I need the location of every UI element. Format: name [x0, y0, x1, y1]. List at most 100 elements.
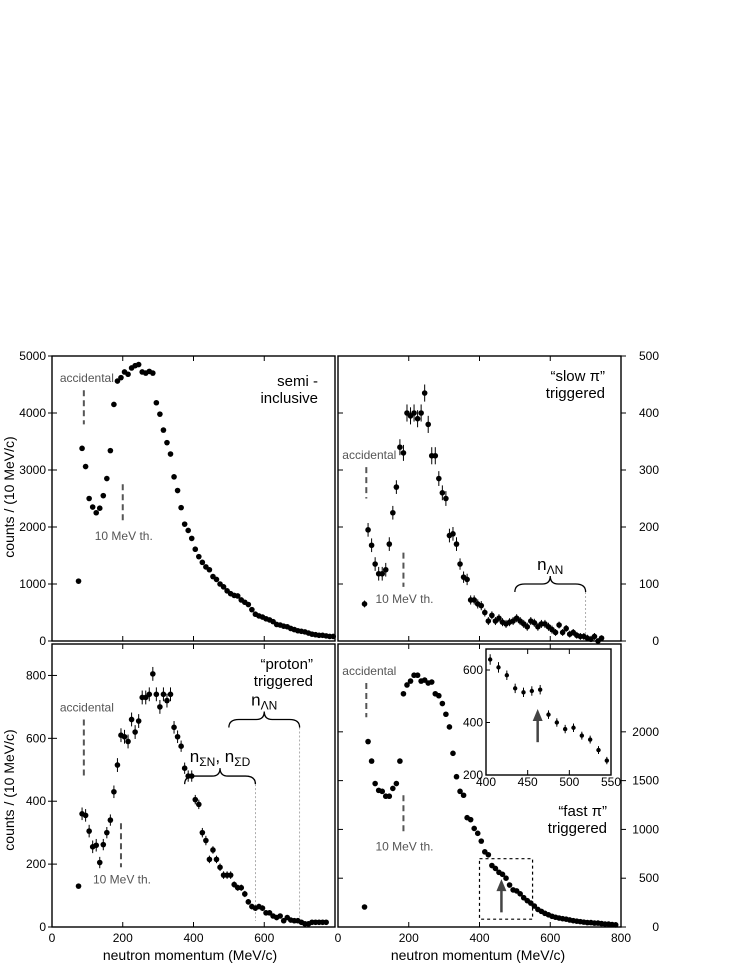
slow-pi-ytick-label-0: 0 [652, 634, 659, 648]
slow-pi-ytick-label-500: 500 [639, 349, 659, 363]
slow-pi-label: “slow π” triggered [546, 368, 605, 402]
fast-pi-ytick-label-2000: 2000 [632, 725, 659, 739]
slow-pi-point-14 [411, 410, 417, 416]
proton-label: “proton” triggered [254, 656, 313, 690]
slow-pi-ytick-label-300: 300 [639, 463, 659, 477]
slow-pi-point-11 [400, 450, 407, 456]
slow-pi-point-25 [450, 531, 456, 537]
fast-pi-point-48 [531, 903, 538, 909]
proton-point-30 [181, 765, 188, 772]
proton-point-37 [206, 856, 213, 863]
y-axis-title-top: counts / (10 MeV/c) [1, 436, 17, 557]
slow-pi-point-5 [379, 570, 386, 577]
proton-accidental-label: accidental [60, 700, 114, 714]
fast-pi-inset-point-4 [521, 690, 526, 695]
fast-pi-inset-point-14 [604, 758, 610, 763]
fast-pi-point-28 [460, 792, 467, 799]
semi-inclusive-point-41 [220, 584, 227, 590]
proton-point-28 [174, 733, 181, 740]
semi-inclusive-point-21 [150, 370, 156, 376]
proton-xtick-label-200: 200 [113, 931, 133, 945]
proton-xtick-label-0: 0 [49, 931, 56, 945]
semi-inclusive-point-1 [79, 445, 85, 452]
proton-point-39 [213, 856, 220, 863]
slow-pi-point-26 [453, 541, 460, 547]
slow-pi-point-6 [382, 566, 389, 573]
slow-pi-point-7 [386, 541, 393, 547]
fast-pi-inset-frame [485, 648, 612, 776]
fast-pi-inset-point-12 [587, 737, 593, 742]
fast-pi-inset-point-3 [512, 686, 518, 691]
proton-label-line-0: “proton” [260, 656, 313, 673]
fast-pi-arrow-head [496, 879, 507, 892]
proton-ytick-label-0: 0 [39, 920, 46, 934]
semi-inclusive-point-32 [188, 535, 195, 542]
proton-point-22 [153, 691, 160, 698]
semi-inclusive-point-8 [104, 475, 110, 482]
proton-point-14 [125, 738, 131, 745]
semi-inclusive-point-45 [234, 593, 241, 599]
fast-pi-ytick-label-1000: 1000 [632, 822, 659, 836]
semi-inclusive-point-10 [111, 401, 117, 408]
fast-pi-point-9 [393, 780, 400, 787]
semi-inclusive-label-line-0: semi - [277, 373, 318, 390]
semi-inclusive-point-39 [213, 576, 220, 583]
proton-point-26 [167, 691, 174, 698]
semi-inclusive-label-line-1: inclusive [260, 390, 318, 407]
proton-point-5 [93, 842, 100, 849]
fast-pi-point-11 [400, 690, 407, 697]
fast-pi-point-7 [386, 793, 393, 800]
slow-pi-point-3 [372, 561, 378, 567]
slow-pi-point-1 [365, 527, 371, 533]
semi-inclusive-ytick-label-1000: 1000 [19, 577, 46, 591]
proton-panel: 0 200 400 600 800 0 200 400 600 “proton” triggered… [26, 643, 336, 945]
slow-pi-point-23 [443, 495, 449, 502]
proton-point-38 [210, 847, 216, 853]
semi-inclusive-point-9 [107, 447, 114, 454]
fast-pi-point-3 [372, 780, 378, 787]
semi-inclusive-point-17 [135, 361, 142, 368]
slow-pi-lambdaN-brace [514, 575, 587, 593]
fast-pi-label-line-0: “fast π” [558, 803, 607, 820]
slow-pi-point-55 [556, 622, 562, 628]
slow-pi-point-27 [457, 561, 463, 567]
proton-point-24 [160, 691, 167, 698]
fast-pi-point-24 [446, 724, 453, 730]
semi-inclusive-point-28 [174, 487, 181, 494]
slow-pi-point-16 [418, 410, 424, 416]
slow-pi-point-54 [552, 629, 559, 636]
fast-pi-inset-point-8 [554, 720, 560, 725]
fast-pi-point-44 [517, 891, 523, 897]
semi-inclusive-point-23 [157, 411, 163, 417]
semi-inclusive-threshold-label: 10 MeV th. [95, 529, 153, 543]
slow-pi-point-34 [482, 609, 488, 616]
fast-pi-point-12 [404, 682, 410, 688]
x-axis-title-left: neutron momentum (MeV/c) [103, 947, 277, 963]
semi-inclusive-point-6 [96, 505, 103, 511]
proton-lambdaN-label: nΛN [251, 690, 277, 712]
semi-inclusive-point-24 [160, 427, 167, 433]
semi-inclusive-point-11 [114, 378, 121, 384]
fast-pi-inset-point-11 [579, 733, 585, 738]
proton-point-21 [150, 671, 156, 677]
fast-pi-point-40 [503, 875, 509, 882]
slow-pi-lambdaN-label-sub: ΛN [547, 563, 564, 577]
proton-point-10 [111, 788, 117, 795]
fast-pi-point-37 [492, 865, 499, 872]
proton-sigma-label-base2: , n [215, 747, 234, 766]
proton-point-8 [104, 829, 110, 836]
fast-pi-xtick-label-200: 200 [399, 931, 419, 945]
fast-pi-point-32 [474, 830, 481, 837]
proton-lambdaN-brace [228, 711, 301, 728]
proton-point-9 [107, 817, 114, 823]
semi-inclusive-point-4 [89, 504, 96, 510]
slow-pi-point-38 [496, 615, 502, 621]
proton-point-13 [121, 733, 128, 740]
semi-inclusive-ytick-label-2000: 2000 [19, 520, 46, 534]
fast-pi-point-41 [506, 882, 513, 888]
fast-pi-inset-point-6 [537, 687, 543, 692]
fast-pi-inset-ytick-label-400: 400 [463, 716, 483, 730]
proton-point-40 [217, 864, 223, 871]
fast-pi-inset-xtick-label-500: 500 [559, 775, 579, 789]
